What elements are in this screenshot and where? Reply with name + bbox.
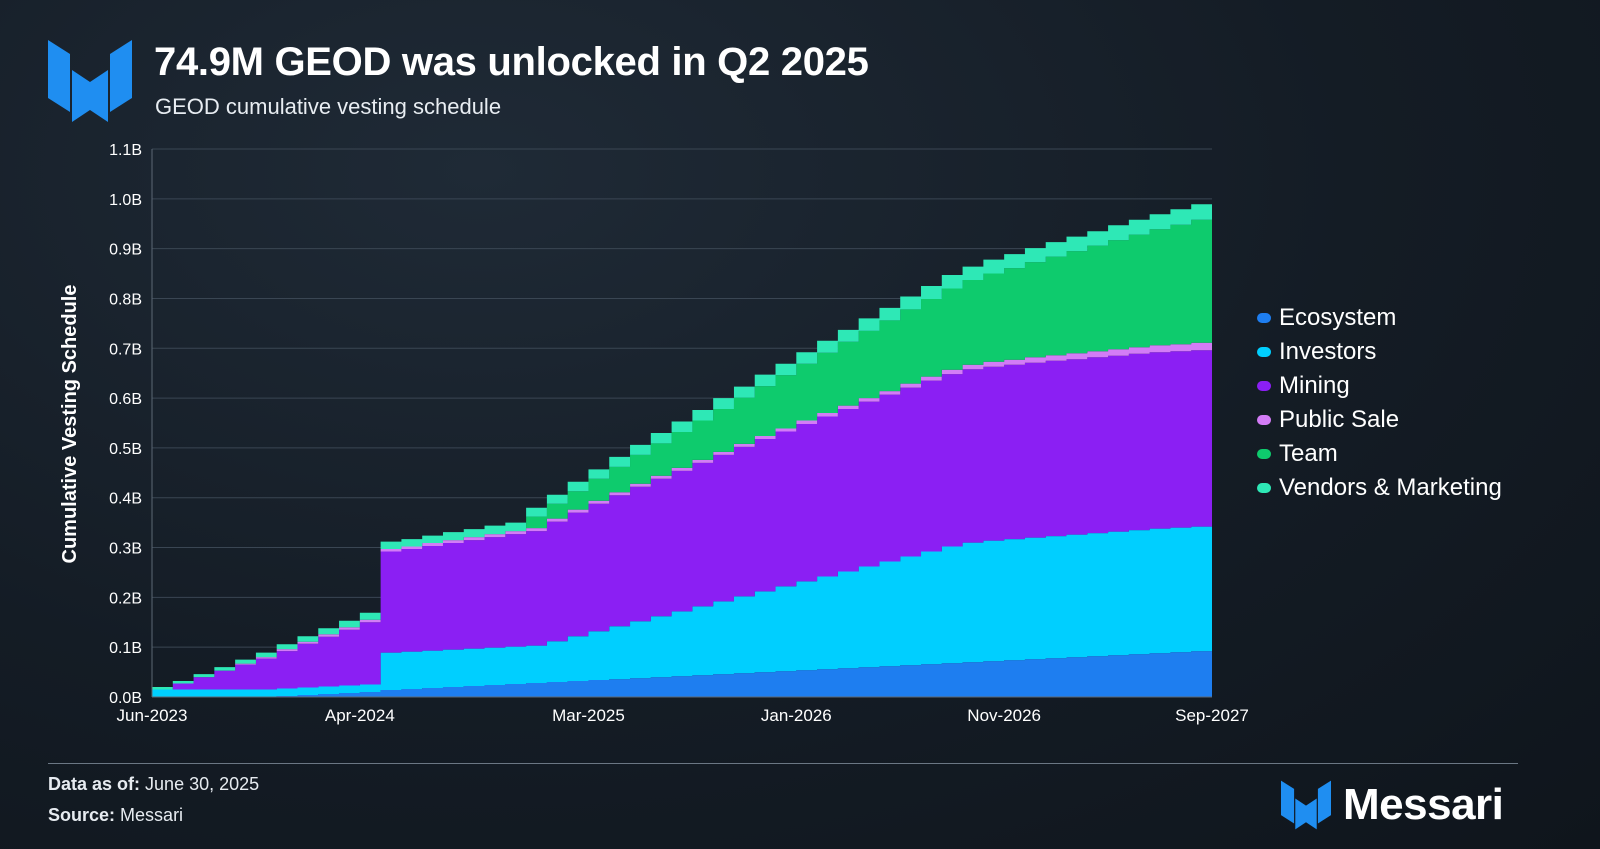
brand-name: Messari <box>1343 780 1504 829</box>
footer-divider <box>48 763 1518 764</box>
y-tick-label: 0.9B <box>109 242 142 259</box>
legend-swatch-icon <box>1257 347 1271 357</box>
y-tick-label: 0.3B <box>109 541 142 558</box>
legend-label: Vendors & Marketing <box>1279 474 1502 501</box>
y-tick-label: 1.0B <box>109 192 142 209</box>
legend-swatch-icon <box>1257 449 1271 459</box>
data-as-of-line: Data as of: June 30, 2025 <box>48 774 259 795</box>
y-tick-label: 0.7B <box>109 341 142 358</box>
legend-swatch-icon <box>1257 415 1271 425</box>
chart-axes: 0.0B 0.1B 0.2B 0.3B 0.4B 0.5B 0.6B 0.7B 0.8B 0.9B… <box>109 142 1249 725</box>
area-ecosystem <box>152 649 1212 697</box>
x-tick-label: Nov-2026 <box>967 706 1041 725</box>
x-tick-label: Apr-2024 <box>325 706 395 725</box>
legend-item: Mining <box>1257 369 1502 403</box>
area-investors <box>152 524 1212 697</box>
y-tick-label: 0.5B <box>109 441 142 458</box>
legend-label: Team <box>1279 440 1338 467</box>
x-tick-label: Mar-2025 <box>552 706 625 725</box>
y-tick-label: 0.8B <box>109 291 142 308</box>
legend-label: Public Sale <box>1279 406 1400 433</box>
legend-item: Vendors & Marketing <box>1257 471 1502 505</box>
page-title: 74.9M GEOD was unlocked in Q2 2025 <box>154 40 869 84</box>
source-value: Messari <box>120 805 184 825</box>
legend-label: Investors <box>1279 338 1377 365</box>
chart-areas <box>152 198 1212 697</box>
y-tick-label: 0.0B <box>109 690 142 707</box>
area-team <box>152 213 1212 690</box>
y-tick-label: 0.1B <box>109 640 142 657</box>
messari-brand-icon <box>1281 780 1331 830</box>
x-tick-label: Jan-2026 <box>761 706 832 725</box>
data-as-of-value: June 30, 2025 <box>145 774 260 794</box>
x-tick-label: Jun-2023 <box>117 706 188 725</box>
source-label: Source: <box>48 805 116 825</box>
y-tick-label: 0.6B <box>109 391 142 408</box>
y-tick-label: 0.2B <box>109 590 142 607</box>
x-tick-label: Sep-2027 <box>1175 706 1249 725</box>
messari-logo-icon <box>48 40 132 122</box>
legend-swatch-icon <box>1257 483 1271 493</box>
y-tick-label: 0.4B <box>109 491 142 508</box>
area-mining <box>152 347 1212 690</box>
legend-label: Mining <box>1279 372 1350 399</box>
brand-lockup: Messari <box>1281 780 1504 830</box>
legend-item: Investors <box>1257 335 1502 369</box>
legend-label: Ecosystem <box>1279 304 1397 331</box>
legend-item: Ecosystem <box>1257 301 1502 335</box>
data-as-of-label: Data as of: <box>48 774 141 794</box>
legend-item: Team <box>1257 437 1502 471</box>
legend-swatch-icon <box>1257 313 1271 323</box>
source-line: Source: Messari <box>48 805 183 826</box>
chart-legend: Ecosystem Investors Mining Public Sale Team V… <box>1257 301 1502 505</box>
page-subtitle: GEOD cumulative vesting schedule <box>155 94 502 119</box>
y-tick-label: 1.1B <box>109 142 142 159</box>
legend-item: Public Sale <box>1257 403 1502 437</box>
y-axis-label: Cumulative Vesting Schedule <box>59 285 81 564</box>
legend-swatch-icon <box>1257 381 1271 391</box>
